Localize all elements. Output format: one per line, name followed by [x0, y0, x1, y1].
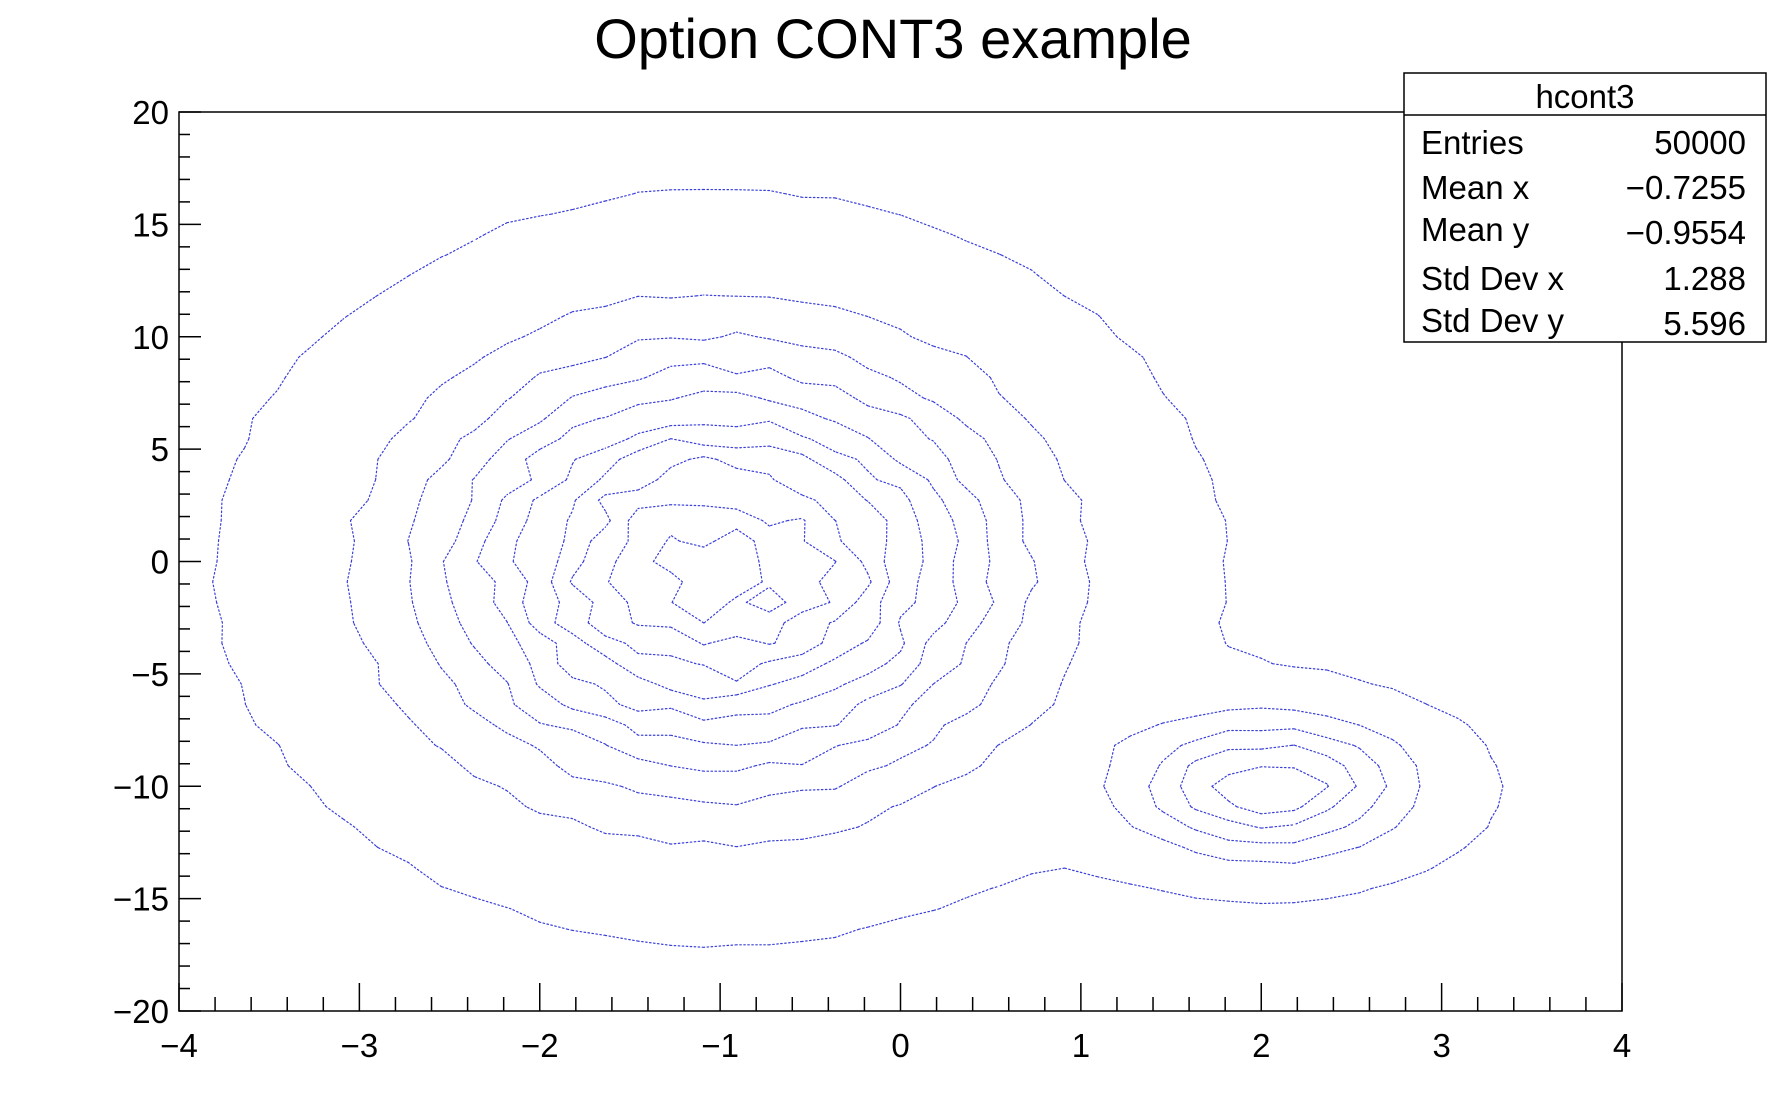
y-tick-label: 15 [132, 206, 169, 243]
contour-lines [212, 188, 1504, 948]
stats-label-std-y: Std Dev y [1421, 302, 1565, 339]
contour-level [652, 528, 787, 624]
y-tick-label: 10 [132, 319, 169, 356]
x-tick-label: −2 [521, 1027, 559, 1064]
y-tick-label: 5 [151, 431, 169, 468]
stats-label-mean-x: Mean x [1421, 169, 1530, 206]
contour-level [512, 420, 924, 721]
chart-title: Option CONT3 example [594, 7, 1192, 70]
y-axis: −20 −15 −10 −5 0 5 10 15 20 [113, 94, 201, 1030]
x-tick-label: 4 [1613, 1027, 1631, 1064]
y-tick-label: 20 [132, 94, 169, 131]
x-tick-label: −3 [341, 1027, 379, 1064]
stats-value-entries: 50000 [1654, 124, 1746, 161]
x-tick-label: 2 [1252, 1027, 1270, 1064]
x-tick-label: 3 [1432, 1027, 1450, 1064]
contour-level [550, 438, 891, 700]
y-tick-label: 0 [151, 544, 169, 581]
y-tick-label: −20 [113, 993, 169, 1030]
stats-label-entries: Entries [1421, 124, 1524, 161]
x-tick-label: 1 [1072, 1027, 1090, 1064]
stats-box-frame [1403, 72, 1767, 343]
stats-label-mean-y: Mean y [1421, 211, 1530, 248]
contour-level [569, 456, 872, 682]
x-tick-label: −1 [701, 1027, 739, 1064]
contour-level [476, 390, 1329, 815]
stats-label-std-x: Std Dev x [1421, 260, 1565, 297]
y-tick-label: −15 [113, 881, 169, 918]
y-tick-label: −10 [113, 768, 169, 805]
contour-level [346, 294, 1421, 864]
contour-level [608, 504, 837, 646]
x-tick-label: 0 [891, 1027, 909, 1064]
stats-value-std-y: 5.596 [1663, 305, 1746, 342]
stats-box: hcont3 Entries 50000 Mean x −0.7255 Mean… [1403, 72, 1767, 343]
stats-value-mean-y: −0.9554 [1626, 214, 1746, 251]
stats-value-std-x: 1.288 [1663, 260, 1746, 297]
x-tick-label: −4 [160, 1027, 198, 1064]
stats-value-mean-x: −0.7255 [1626, 169, 1746, 206]
contour-level [442, 363, 1357, 829]
contour-level [407, 331, 1388, 844]
contour-level [212, 188, 1504, 948]
stats-name: hcont3 [1535, 78, 1634, 115]
y-tick-label: −5 [131, 656, 169, 693]
x-axis: −4 −3 −2 −1 0 1 2 3 4 [160, 983, 1631, 1064]
